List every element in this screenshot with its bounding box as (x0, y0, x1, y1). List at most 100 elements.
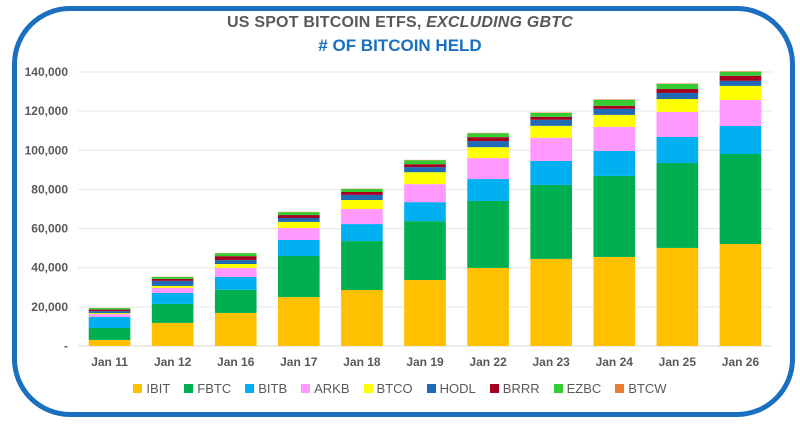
chart-title-main: US SPOT BITCOIN ETFS, (227, 14, 422, 31)
bar-segment-fbtc (277, 255, 320, 298)
legend-label: BRRR (502, 381, 540, 396)
x-tick-label: Jan 12 (154, 355, 192, 369)
bar-segment-bitb (656, 136, 699, 164)
y-tick-label: 40,000 (31, 261, 68, 275)
legend-swatch (133, 384, 143, 393)
bar-segment-btco (88, 313, 131, 315)
legend-swatch (245, 384, 255, 393)
legend-swatch (426, 384, 436, 393)
bar-segment-ezbc (88, 308, 131, 310)
bar-segment-brrr (404, 164, 446, 168)
bar-segment-bitb (593, 150, 636, 176)
bar-segment-hodl (341, 194, 383, 200)
bar-segment-btcw (719, 71, 762, 72)
bar-segment-ibit (656, 247, 699, 346)
legend-label: EZBC (566, 381, 602, 396)
bar-segment-ibit (277, 297, 320, 346)
bar-segment-bitb (214, 276, 257, 290)
bar-segment-ezbc (467, 133, 509, 138)
x-tick-label: Jan 19 (406, 355, 444, 369)
legend-item-bitb: BITB (245, 381, 287, 396)
bar-segment-arkb (88, 314, 131, 318)
bar-segment-bitb (88, 317, 131, 328)
bar-segment-btco (719, 85, 762, 100)
bar-segment-btco (151, 285, 194, 288)
chart-frame (12, 6, 795, 417)
bar-segment-ibit (151, 322, 194, 346)
bar-segment-bitb (277, 239, 320, 256)
chart-subtitle: # OF BITCOIN HELD (318, 36, 482, 55)
bar-segment-bitb (341, 224, 383, 242)
legend-item-ezbc: EZBC (553, 381, 602, 396)
x-axis: Jan 11 Jan 12 Jan 16 Jan 17 Jan 18 Jan 19 Jan … (91, 355, 759, 369)
bar-segment-brrr (593, 105, 636, 109)
bar-segment-btco (530, 125, 573, 138)
bar-segment-hodl (88, 311, 131, 314)
bar-segment-bitb (151, 292, 194, 304)
bar-segment-arkb (151, 287, 194, 293)
bar-segment-bitb (467, 179, 509, 201)
bar-segment-bitb (530, 160, 573, 185)
bar-segment-brrr (214, 256, 257, 261)
legend-label: BITB (258, 381, 288, 396)
bar-segment-fbtc (88, 327, 131, 340)
legend-item-hodl: HODL (426, 381, 476, 396)
bar-segment-brrr (151, 278, 194, 281)
legend-label: IBIT (146, 381, 171, 396)
y-tick-label: 120,000 (25, 104, 69, 118)
bar-segment-fbtc (530, 184, 573, 259)
bar-segment-btco (404, 172, 446, 185)
bar-segment-bitb (719, 126, 762, 155)
y-tick-label: 60,000 (31, 222, 68, 236)
x-tick-label: Jan 24 (596, 355, 634, 369)
chart-title-italic: EXCLUDING GBTC (426, 14, 573, 31)
legend-item-btcw: BTCW (615, 381, 667, 396)
bar-segment-btco (214, 263, 257, 268)
legend-label: BTCW (628, 381, 667, 396)
bar-segment-brrr (341, 191, 383, 195)
legend-label: ARKB (314, 381, 350, 396)
bar-segment-brrr (719, 75, 762, 81)
legend-swatch (301, 384, 311, 393)
x-tick-label: Jan 17 (280, 355, 318, 369)
x-tick-label: Jan 22 (469, 355, 507, 369)
bar-segment-arkb (214, 267, 257, 277)
legend-swatch (615, 384, 625, 393)
bar-segment-fbtc (467, 200, 509, 268)
legend-item-brrr: BRRR (489, 381, 540, 396)
bar-segment-arkb (593, 126, 636, 151)
legend-swatch (489, 384, 499, 393)
bars (88, 71, 762, 346)
bar-segment-ibit (214, 312, 257, 346)
bar-segment-arkb (467, 158, 509, 180)
bar-segment-hodl (151, 280, 194, 286)
bar-segment-hodl (530, 119, 573, 126)
x-tick-label: Jan 16 (217, 355, 255, 369)
y-tick-label: 140,000 (25, 65, 69, 79)
x-tick-label: Jan 25 (659, 355, 697, 369)
bar-segment-btco (341, 199, 383, 209)
bar-segment-fbtc (404, 221, 446, 281)
y-tick-label: 20,000 (31, 300, 68, 314)
legend: IBIT FBTC BITB ARKB BTCO HODL BRRR EZBC BTCW (0, 381, 800, 396)
legend-label: HODL (439, 381, 476, 396)
bar-segment-ezbc (530, 112, 573, 117)
bar-segment-ibit (404, 280, 446, 346)
bar-segment-btco (277, 221, 320, 228)
bar-segment-hodl (593, 108, 636, 115)
bar-segment-fbtc (656, 163, 699, 248)
bar-segment-fbtc (151, 303, 194, 323)
legend-item-ibit: IBIT (133, 381, 170, 396)
bar-segment-arkb (341, 209, 383, 225)
legend-label: FBTC (197, 381, 232, 396)
legend-item-btco: BTCO (363, 381, 413, 396)
legend-item-fbtc: FBTC (184, 381, 231, 396)
bar-segment-ezbc (277, 212, 320, 216)
bar-segment-fbtc (214, 289, 257, 313)
bar-segment-ezbc (719, 71, 762, 76)
y-tick-label: 80,000 (31, 182, 68, 196)
bar-segment-hodl (214, 260, 257, 264)
bar-segment-ezbc (214, 253, 257, 257)
legend-swatch (553, 384, 563, 393)
